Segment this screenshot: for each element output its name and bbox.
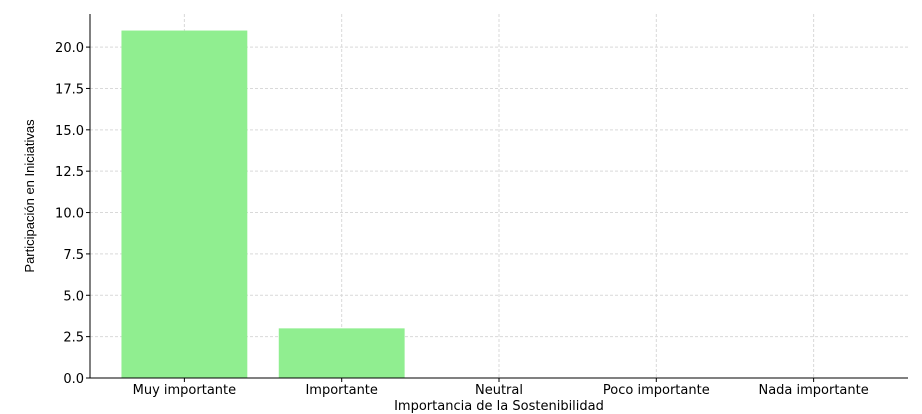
- y-tick-labels: 0.0 2.5 5.0 7.5 10.0 12.5 15.0 17.5 20.0: [55, 41, 90, 387]
- y-tick-label: 5.0: [63, 289, 84, 304]
- y-tick-label: 12.5: [55, 165, 84, 180]
- x-tick-label: Nada importante: [758, 383, 868, 398]
- x-tick-labels: Muy importante Importante Neutral Poco impo…: [133, 378, 869, 398]
- x-axis-title: Importancia de la Sostenibilidad: [394, 399, 604, 414]
- x-tick-label: Poco importante: [603, 383, 710, 398]
- y-tick-label: 20.0: [55, 41, 84, 56]
- y-tick-label: 15.0: [55, 124, 84, 139]
- bar-muy-importante: [121, 30, 248, 379]
- y-tick-label: 0.0: [63, 372, 84, 387]
- x-tick-label: Importante: [305, 383, 377, 398]
- y-tick-label: 2.5: [63, 331, 84, 346]
- y-tick-label: 10.0: [55, 207, 84, 222]
- x-tick-label: Muy importante: [133, 383, 237, 398]
- bars: [121, 30, 405, 379]
- y-tick-label: 7.5: [63, 248, 84, 263]
- y-axis-title: Participación en Iniciativas: [22, 119, 37, 273]
- bar-importante: [278, 328, 405, 378]
- x-tick-label: Neutral: [475, 383, 523, 398]
- y-tick-label: 17.5: [55, 82, 84, 97]
